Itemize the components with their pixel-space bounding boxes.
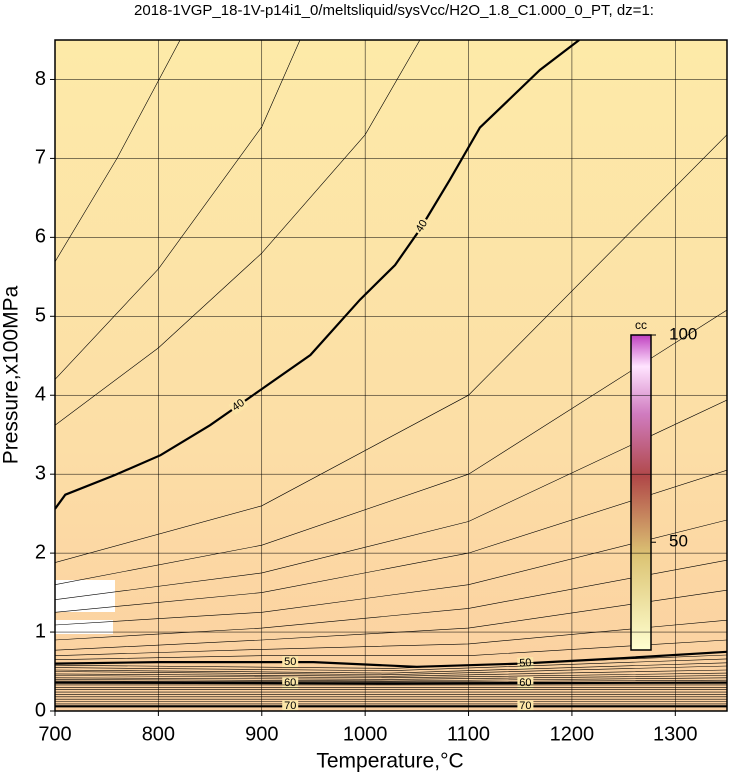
x-tick-label: 1200	[550, 723, 595, 745]
contour-label: 40	[230, 397, 247, 414]
contour-line	[55, 654, 727, 669]
contour-label: 50	[284, 656, 296, 668]
contour-label-bg	[282, 656, 299, 669]
contour-line	[55, 658, 727, 672]
contour-label-group: 70	[282, 700, 299, 712]
contour-line	[55, 675, 727, 680]
y-tick-label: 8	[35, 68, 46, 90]
contour-label-bg	[282, 677, 299, 690]
contour-line	[55, 662, 727, 674]
contour-label: 70	[284, 700, 296, 712]
y-tick-label: 2	[35, 541, 46, 563]
contour-line	[55, 40, 301, 380]
x-tick-label: 800	[142, 723, 175, 745]
y-tick-label: 3	[35, 462, 46, 484]
contour-label-group: 70	[517, 700, 534, 712]
y-axis-label: Pressure,x100MPa	[0, 285, 23, 464]
contour-label: 70	[519, 700, 531, 712]
plot-background	[55, 40, 727, 711]
contour-label-group: 60	[517, 677, 534, 690]
contour-label: 60	[284, 677, 296, 689]
contour-label-group: 60	[282, 677, 299, 690]
contour-label-bg	[517, 656, 534, 670]
blank-patch	[55, 620, 113, 634]
y-tick-label: 6	[35, 226, 46, 248]
colorbar-label: cc	[635, 318, 647, 332]
contour-line	[55, 669, 727, 677]
x-tick-label: 900	[245, 723, 278, 745]
contour-line	[55, 672, 727, 679]
contour-label-group: 50	[282, 656, 299, 669]
colorbar-tick-label: 100	[669, 324, 697, 343]
x-tick-label: 700	[38, 723, 71, 745]
contour-label-bg	[517, 677, 534, 690]
contour-label-group: 40	[412, 216, 432, 237]
contour-label-bg	[282, 700, 299, 711]
chart-title: 2018-1VGP_18-1V-p14i1_0/meltsliquid/sysV…	[134, 2, 654, 19]
contour-line	[55, 681, 727, 685]
x-tick-label: 1000	[343, 723, 388, 745]
contour-line	[55, 665, 727, 676]
contour-label-bg	[517, 700, 534, 711]
y-tick-label: 5	[35, 305, 46, 327]
contour-line	[55, 677, 727, 682]
y-tick-label: 4	[35, 384, 46, 406]
colorbar	[630, 334, 652, 651]
contour-line	[55, 40, 580, 510]
y-tick-label: 0	[35, 699, 46, 721]
contour-label-group: 40	[228, 395, 249, 415]
x-tick-label: 1300	[653, 723, 698, 745]
contour-label: 40	[414, 218, 431, 235]
x-axis-label: Temperature,°C	[316, 750, 463, 773]
y-tick-label: 7	[35, 147, 46, 169]
contour-label-bg	[228, 395, 249, 415]
contour-label: 60	[519, 677, 531, 689]
y-tick-label: 1	[35, 620, 46, 642]
x-tick-label: 1100	[447, 723, 490, 745]
contour-label-bg	[412, 216, 432, 237]
contour-line	[55, 679, 727, 683]
colorbar-tick-label: 50	[669, 532, 688, 551]
